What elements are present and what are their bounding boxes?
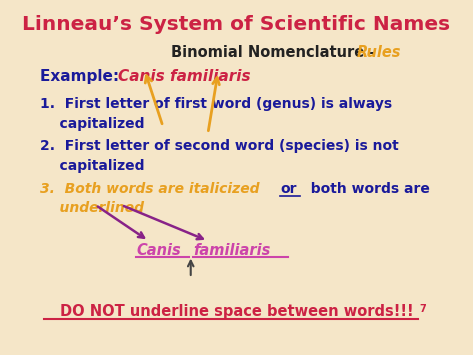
Text: underlined: underlined (40, 201, 144, 215)
Text: or: or (280, 182, 297, 196)
Text: 7: 7 (420, 304, 426, 314)
Text: 3.  Both words are italicized: 3. Both words are italicized (40, 182, 265, 196)
Text: Canis: Canis (136, 243, 181, 258)
Text: DO NOT underline space between words!!!: DO NOT underline space between words!!! (60, 304, 413, 319)
Text: Binomial Nomenclature -: Binomial Nomenclature - (171, 45, 381, 60)
Text: Canis familiaris: Canis familiaris (118, 69, 251, 84)
Text: familiaris: familiaris (193, 243, 270, 258)
Text: 1.  First letter of first word (genus) is always: 1. First letter of first word (genus) is… (40, 97, 393, 111)
Text: Example:: Example: (40, 69, 125, 84)
Text: capitalized: capitalized (40, 117, 145, 131)
Text: Rules: Rules (357, 45, 402, 60)
Text: 2.  First letter of second word (species) is not: 2. First letter of second word (species)… (40, 140, 399, 153)
Text: capitalized: capitalized (40, 159, 145, 173)
Text: Linneau’s System of Scientific Names: Linneau’s System of Scientific Names (22, 16, 451, 34)
Text: both words are: both words are (301, 182, 430, 196)
